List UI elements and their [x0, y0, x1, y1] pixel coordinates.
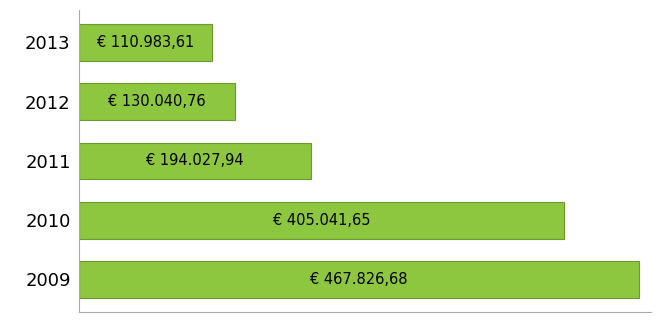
Bar — [79, 202, 564, 239]
Text: € 405.041,65: € 405.041,65 — [273, 213, 370, 228]
Bar — [79, 83, 235, 120]
Text: € 110.983,61: € 110.983,61 — [97, 35, 194, 50]
Text: € 130.040,76: € 130.040,76 — [108, 94, 206, 109]
Bar — [79, 261, 639, 298]
Bar — [79, 24, 212, 61]
Bar — [79, 142, 311, 179]
Text: € 194.027,94: € 194.027,94 — [146, 153, 244, 168]
Text: € 467.826,68: € 467.826,68 — [311, 272, 408, 287]
